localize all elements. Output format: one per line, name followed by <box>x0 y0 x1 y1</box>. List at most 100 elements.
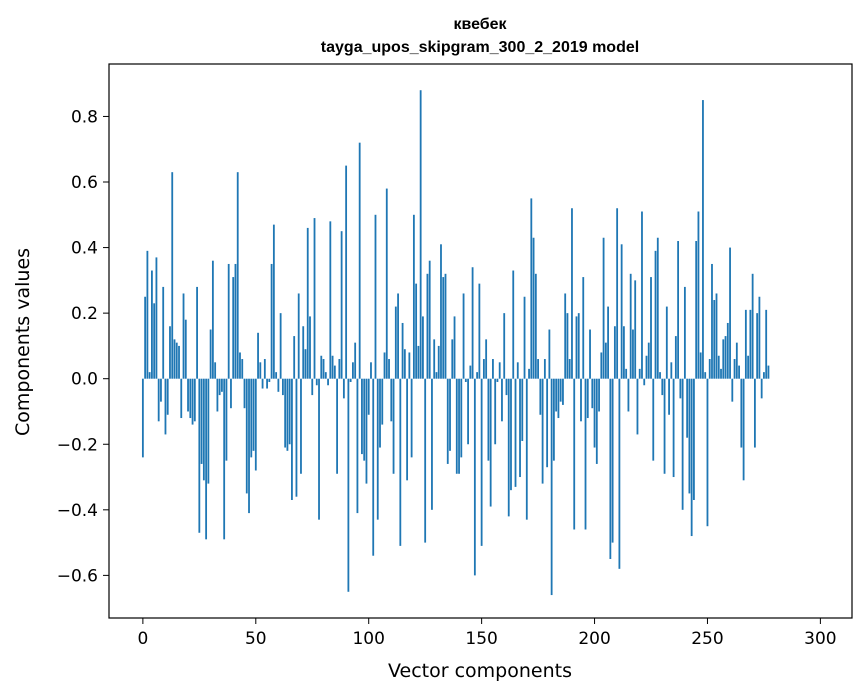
bar-112 <box>394 306 397 379</box>
bar-201 <box>595 378 598 464</box>
bar-241 <box>686 378 689 438</box>
bar-148 <box>476 372 479 379</box>
bar-235 <box>672 378 675 478</box>
bar-255 <box>717 355 720 379</box>
bar-239 <box>681 378 684 510</box>
bar-240 <box>683 286 686 379</box>
bar-224 <box>647 342 650 379</box>
bar-200 <box>593 378 596 448</box>
bar-213 <box>623 326 625 379</box>
bar-96 <box>358 142 361 379</box>
bar-159 <box>501 378 503 422</box>
bar-117 <box>406 378 409 481</box>
bar-140 <box>458 378 460 474</box>
bar-63 <box>284 378 287 448</box>
bar-131 <box>437 345 440 379</box>
bar-261 <box>731 378 734 402</box>
bar-258 <box>724 336 727 379</box>
bar-272 <box>756 313 759 379</box>
bar-2 <box>146 250 149 379</box>
bar-259 <box>726 322 729 379</box>
x-tick-label: 300 <box>804 629 836 649</box>
bar-111 <box>392 378 395 474</box>
bar-274 <box>760 378 763 399</box>
bar-273 <box>758 296 761 379</box>
bar-81 <box>324 372 327 379</box>
bar-11 <box>166 378 169 415</box>
y-tick-label: −0.2 <box>57 435 98 455</box>
bar-187 <box>564 293 567 379</box>
bar-139 <box>455 378 458 474</box>
bar-44 <box>241 359 244 379</box>
bar-42 <box>236 172 239 379</box>
bar-73 <box>306 227 309 379</box>
bar-125 <box>424 378 427 543</box>
bar-227 <box>654 250 657 379</box>
bar-12 <box>169 326 171 379</box>
bar-250 <box>706 378 709 527</box>
bar-123 <box>419 90 422 379</box>
bar-221 <box>641 211 643 379</box>
bar-30 <box>209 329 212 379</box>
bar-196 <box>584 378 587 530</box>
bar-223 <box>645 355 648 379</box>
bar-228 <box>656 237 659 379</box>
bar-178 <box>543 359 546 379</box>
bar-6 <box>155 257 158 379</box>
bar-24 <box>196 286 198 379</box>
bar-52 <box>259 362 262 379</box>
bar-266 <box>742 378 745 481</box>
bar-142 <box>462 293 465 379</box>
bar-193 <box>577 313 580 379</box>
bar-28 <box>205 378 208 540</box>
bar-87 <box>338 359 341 379</box>
bar-220 <box>638 368 641 379</box>
bar-132 <box>440 244 442 379</box>
y-tick-label: −0.6 <box>57 566 98 586</box>
bar-172 <box>530 198 533 379</box>
y-tick-label: 0.4 <box>71 239 98 259</box>
bar-53 <box>261 378 264 389</box>
bar-222 <box>643 378 646 386</box>
bar-226 <box>652 378 655 461</box>
bar-118 <box>408 352 411 379</box>
bar-176 <box>539 378 542 415</box>
bar-0 <box>141 378 144 458</box>
bar-54 <box>263 359 266 379</box>
bar-203 <box>600 352 603 379</box>
bar-149 <box>478 283 481 379</box>
bar-194 <box>580 378 582 422</box>
bar-171 <box>528 368 530 379</box>
bar-34 <box>218 378 221 396</box>
bar-57 <box>270 263 273 379</box>
bar-39 <box>230 378 232 409</box>
bar-83 <box>329 221 332 379</box>
bar-257 <box>722 339 725 379</box>
bar-51 <box>257 332 259 379</box>
bar-164 <box>512 270 515 379</box>
bar-14 <box>173 339 176 379</box>
bar-80 <box>322 359 325 379</box>
x-tick-label: 250 <box>691 629 723 649</box>
bar-253 <box>713 300 716 379</box>
bar-199 <box>591 378 594 409</box>
bar-109 <box>388 359 390 379</box>
bar-121 <box>415 283 418 379</box>
bar-79 <box>320 355 323 379</box>
bar-275 <box>763 372 765 379</box>
bar-41 <box>234 263 237 379</box>
bar-237 <box>677 241 680 379</box>
bar-163 <box>510 378 512 491</box>
y-tick-label: −0.4 <box>57 501 98 521</box>
bar-5 <box>153 303 156 379</box>
bar-141 <box>460 378 463 458</box>
bar-179 <box>546 378 549 468</box>
bar-190 <box>571 208 573 379</box>
bar-170 <box>525 378 528 520</box>
bar-270 <box>751 273 754 379</box>
x-tick-label: 100 <box>352 629 384 649</box>
bar-114 <box>399 378 402 546</box>
bar-64 <box>286 378 289 451</box>
bar-210 <box>616 208 619 379</box>
